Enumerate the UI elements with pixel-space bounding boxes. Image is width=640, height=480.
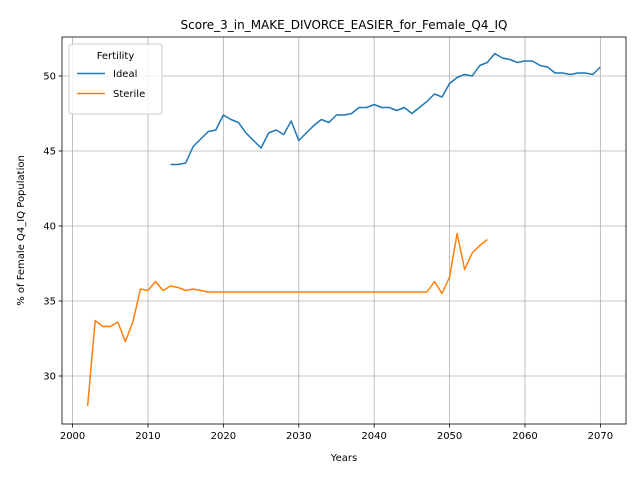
x-tick-label: 2000 xyxy=(60,431,85,442)
series-line-ideal xyxy=(170,52,601,166)
grid-lines xyxy=(62,37,626,424)
legend-label-sterile: Sterile xyxy=(113,89,145,100)
x-tick-label: 2040 xyxy=(361,431,386,442)
legend: Fertility Ideal Sterile xyxy=(68,43,163,115)
series-line-sterile xyxy=(86,232,488,407)
y-tick-label: 45 xyxy=(43,147,56,158)
series-lines xyxy=(86,52,601,407)
legend-label-ideal: Ideal xyxy=(113,69,137,80)
plot-frame xyxy=(61,36,627,425)
x-tick-label: 2060 xyxy=(512,431,537,442)
x-axis-label: Years xyxy=(330,453,357,464)
x-tick-label: 2020 xyxy=(211,431,236,442)
x-tick-label: 2030 xyxy=(286,431,311,442)
x-tick-label: 2010 xyxy=(135,431,160,442)
legend-box xyxy=(68,43,163,115)
x-tick-label: 2070 xyxy=(588,431,613,442)
y-tick-label: 50 xyxy=(43,72,56,83)
axis-ticks: 2000 2010 2020 2030 2040 2050 2060 2070 30 35 40 45… xyxy=(43,72,613,443)
y-tick-label: 40 xyxy=(43,222,56,233)
y-axis-label: % of Female Q4_IQ Population xyxy=(16,155,27,306)
chart-title: Score_3_in_MAKE_DIVORCE_EASIER_for_Femal… xyxy=(181,18,508,32)
legend-title: Fertility xyxy=(97,51,135,62)
y-tick-label: 35 xyxy=(43,297,56,308)
y-tick-label: 30 xyxy=(43,372,56,383)
x-tick-label: 2050 xyxy=(437,431,462,442)
legend-items: Ideal Sterile xyxy=(77,69,145,100)
